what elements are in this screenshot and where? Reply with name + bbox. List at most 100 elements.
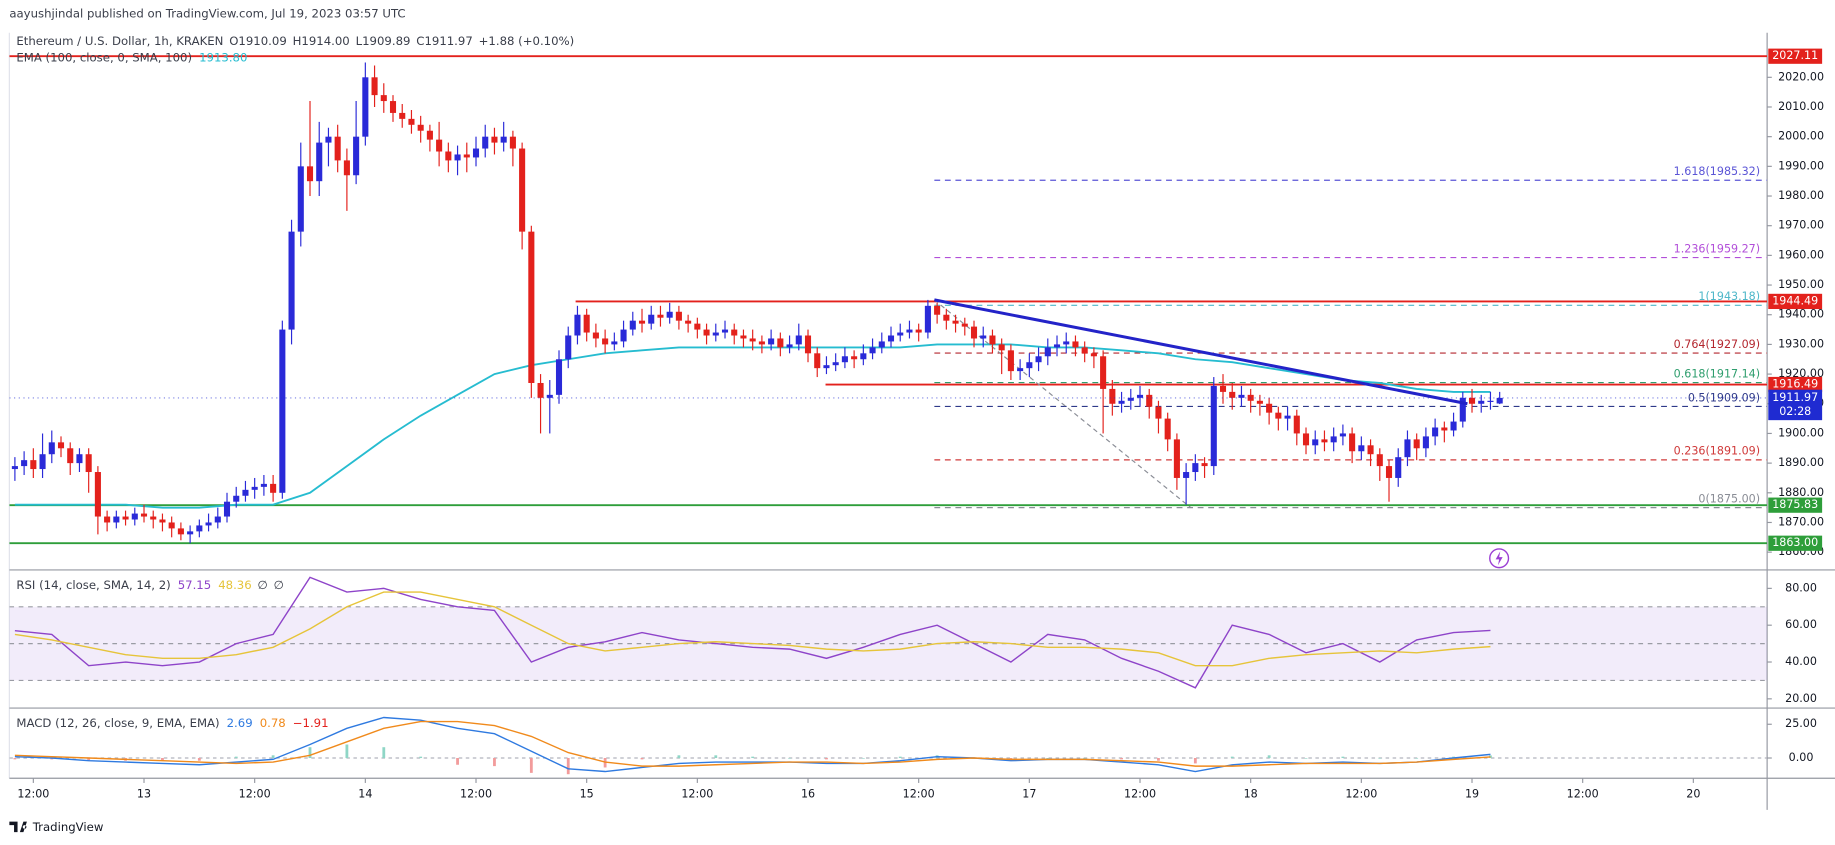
y-tick-label: 1980.00 — [1778, 189, 1824, 202]
indicator-line — [14, 591, 1491, 667]
candle-body — [1321, 439, 1328, 443]
candle-body — [915, 329, 922, 333]
plot-area — [9, 576, 1768, 689]
candle-body — [565, 335, 572, 360]
y-tick-label: 1900.00 — [1778, 426, 1824, 439]
price-tag-bg — [1768, 497, 1823, 513]
x-tick-label: 19 — [1465, 788, 1479, 801]
candle-body — [1136, 394, 1144, 398]
histogram-bar — [677, 755, 681, 759]
candle-body — [196, 525, 203, 532]
indicator-legend: MACD (12, 26, close, 9, EMA, EMA) 2.69 0.7… — [16, 716, 328, 730]
alert-icon-ring[interactable] — [1489, 548, 1510, 569]
ohlc-value: O1910.09 — [229, 33, 287, 47]
y-tick-label: 60.00 — [1785, 618, 1817, 631]
candle-body — [795, 335, 802, 345]
candle-body — [306, 166, 314, 182]
price-tag-bg — [1768, 376, 1823, 393]
candle-body — [140, 513, 148, 517]
candle-body — [242, 489, 249, 496]
histogram-bar — [788, 758, 791, 759]
candle-body — [934, 305, 941, 315]
candle-body — [620, 329, 627, 342]
candle-body — [1468, 397, 1476, 404]
candle-body — [436, 139, 443, 152]
indicator-legend: EMA (100, close, 0, SMA, 100) 1913.80 — [16, 50, 247, 64]
candle-body — [159, 519, 166, 523]
countdown: 02:28 — [1779, 405, 1811, 418]
candle-body — [657, 314, 664, 318]
candle-body — [611, 341, 618, 345]
candle-body — [122, 516, 129, 520]
candle-body — [1044, 347, 1051, 357]
candle-body — [380, 95, 387, 102]
candle-body — [1293, 415, 1300, 434]
candle-body — [1339, 433, 1346, 437]
y-tick-label: 20.00 — [1785, 692, 1817, 705]
candle-body — [1127, 397, 1134, 401]
panel: 1.618(1985.32) 1.236(1959.27) 1(1943.18) 0.… — [9, 33, 1824, 558]
candle-body — [574, 314, 581, 336]
candle-body — [463, 154, 470, 158]
candle-body — [648, 314, 655, 324]
histogram-bar — [1046, 758, 1050, 759]
candle-body — [325, 136, 332, 143]
candle-body — [768, 338, 775, 345]
candle-body — [1256, 400, 1263, 404]
candle-body — [1395, 457, 1402, 478]
x-tick-label: 17 — [1022, 788, 1036, 801]
candle-body — [1183, 472, 1190, 478]
candle-body — [555, 359, 563, 395]
candle-body — [740, 335, 747, 339]
candle-body — [1173, 439, 1180, 478]
candle-body — [1302, 433, 1310, 446]
candle-body — [187, 531, 194, 535]
x-tick-label: 20 — [1686, 788, 1700, 801]
candle-body — [223, 501, 231, 517]
indicator-value: 0.78 — [260, 716, 286, 730]
y-tick-label: 1880.00 — [1778, 486, 1824, 499]
indicator-name: EMA (100, close, 0, SMA, 100) — [16, 50, 192, 64]
histogram-bar — [640, 758, 644, 760]
price-tag: 1863.00 — [1772, 536, 1818, 549]
histogram-bar — [345, 744, 349, 759]
plot-area: 1.618(1985.32) 1.236(1959.27) 1(1943.18) 0.… — [9, 55, 1768, 545]
candle-body — [482, 136, 489, 149]
candle-body — [408, 118, 415, 125]
alert-icon-bolt[interactable] — [1495, 551, 1503, 566]
candle-body — [94, 472, 101, 517]
histogram-bar — [1489, 755, 1492, 759]
y-tick-label: 80.00 — [1785, 581, 1817, 594]
fib-label: 0.236(1891.09) — [1674, 445, 1760, 458]
candle-body — [537, 382, 544, 398]
indicator-name: RSI (14, close, SMA, 14, 2) — [16, 578, 170, 592]
candle-body — [1376, 454, 1383, 467]
alert-icon[interactable] — [1489, 548, 1510, 569]
y-tick-label: 1870.00 — [1778, 515, 1824, 528]
candle-body — [998, 344, 1005, 351]
candle-body — [823, 365, 830, 369]
histogram-bar — [1157, 758, 1160, 761]
candle-body — [675, 311, 682, 321]
histogram-bar — [197, 758, 201, 761]
histogram-bar — [1120, 758, 1123, 760]
candle-body — [1146, 394, 1153, 407]
price-tag: 1916.49 — [1772, 378, 1818, 391]
price-tag-bg — [1768, 535, 1823, 551]
candle-body — [924, 305, 931, 333]
panel: 20.00 40.00 60.00 80.00 RSI (14, close, SMA,… — [9, 576, 1817, 705]
histogram-bar — [271, 755, 275, 759]
fib-label: 1(1943.18) — [1698, 290, 1760, 303]
indicator-value: 2.69 — [227, 716, 253, 730]
price-tag-bg — [1768, 293, 1823, 310]
indicator-value: −1.91 — [293, 716, 329, 730]
last-price: 1911.97 — [1772, 391, 1818, 404]
candle-body — [426, 130, 433, 140]
fib-label: 0.618(1917.14) — [1674, 367, 1760, 380]
histogram-bar — [161, 758, 164, 761]
x-tick-label: 18 — [1244, 788, 1258, 801]
published-note: aayushjindal published on TradingView.co… — [9, 7, 405, 21]
candle-body — [694, 323, 701, 330]
